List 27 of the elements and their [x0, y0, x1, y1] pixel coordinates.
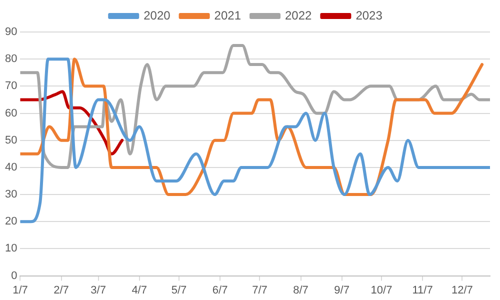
y-tick-label: 70: [4, 80, 18, 92]
x-tick-label: 9/7: [334, 284, 350, 296]
y-tick-label: 90: [4, 26, 18, 38]
y-tick-label: 80: [4, 53, 18, 66]
legend-label: 2020: [144, 8, 171, 22]
y-tick-label: 30: [4, 188, 18, 201]
legend-label: 2022: [285, 8, 312, 22]
x-tick-label: 6/7: [212, 284, 228, 296]
y-tick-label: 60: [4, 107, 18, 120]
x-tick-label: 5/7: [171, 284, 187, 296]
legend-label: 2021: [214, 8, 242, 22]
x-tick-label: 4/7: [132, 284, 147, 296]
x-tick-label: 7/7: [252, 284, 268, 296]
x-tick-label: 1/7: [12, 284, 28, 296]
y-tick-label: 40: [4, 161, 18, 174]
x-tick-label: 3/7: [90, 284, 106, 296]
x-tick-label: 12/7: [452, 284, 473, 296]
legend-label: 2023: [356, 8, 383, 22]
x-tick-label: 8/7: [293, 284, 308, 296]
x-tick-label: 2/7: [54, 284, 69, 296]
y-tick-label: 50: [4, 134, 18, 146]
y-tick-label: 0: [11, 270, 18, 282]
x-tick-label: 10/7: [370, 284, 392, 296]
line-series: [20, 58, 490, 224]
y-tick-label: 20: [4, 216, 18, 228]
y-tick-label: 10: [4, 242, 18, 255]
x-tick-label: 11/7: [412, 284, 433, 296]
